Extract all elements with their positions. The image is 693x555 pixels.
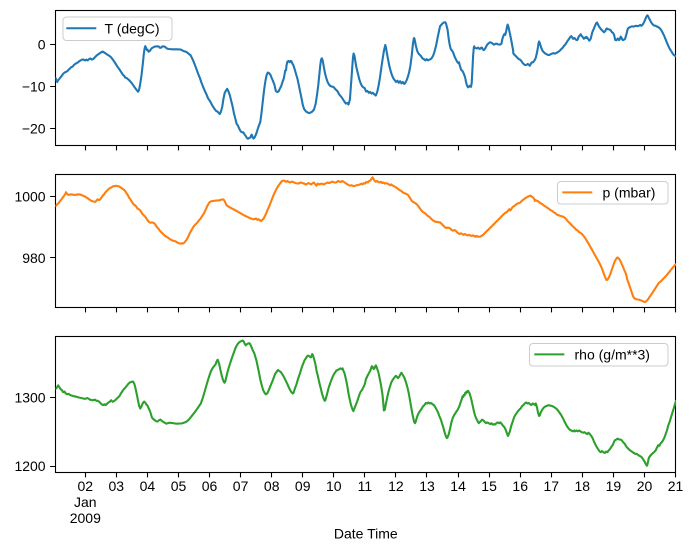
- svg-text:T (degC): T (degC): [105, 20, 160, 36]
- svg-text:Date Time: Date Time: [334, 526, 398, 542]
- svg-text:19: 19: [606, 478, 622, 494]
- svg-text:1300: 1300: [14, 389, 45, 405]
- svg-text:07: 07: [233, 478, 249, 494]
- svg-text:1000: 1000: [14, 189, 45, 205]
- svg-text:11: 11: [358, 478, 373, 494]
- svg-text:03: 03: [109, 478, 125, 494]
- svg-text:06: 06: [202, 478, 218, 494]
- svg-text:0: 0: [38, 37, 46, 53]
- svg-text:09: 09: [295, 478, 311, 494]
- svg-text:14: 14: [450, 478, 466, 494]
- svg-text:p (mbar): p (mbar): [603, 184, 656, 200]
- svg-text:15: 15: [481, 478, 497, 494]
- svg-text:−10: −10: [22, 79, 46, 95]
- svg-text:rho (g/m**3): rho (g/m**3): [575, 346, 650, 362]
- svg-text:−20: −20: [22, 121, 46, 137]
- svg-text:18: 18: [575, 478, 591, 494]
- svg-text:12: 12: [388, 478, 404, 494]
- svg-text:13: 13: [419, 478, 435, 494]
- svg-text:10: 10: [326, 478, 342, 494]
- svg-text:04: 04: [140, 478, 156, 494]
- svg-text:2009: 2009: [70, 510, 101, 526]
- svg-text:02: 02: [78, 478, 94, 494]
- svg-text:Jan: Jan: [74, 494, 97, 510]
- svg-text:21: 21: [668, 478, 684, 494]
- svg-text:17: 17: [544, 478, 560, 494]
- svg-text:05: 05: [171, 478, 187, 494]
- svg-text:08: 08: [264, 478, 280, 494]
- svg-text:980: 980: [22, 250, 46, 266]
- svg-text:20: 20: [637, 478, 653, 494]
- svg-text:16: 16: [512, 478, 528, 494]
- svg-text:1200: 1200: [14, 458, 45, 474]
